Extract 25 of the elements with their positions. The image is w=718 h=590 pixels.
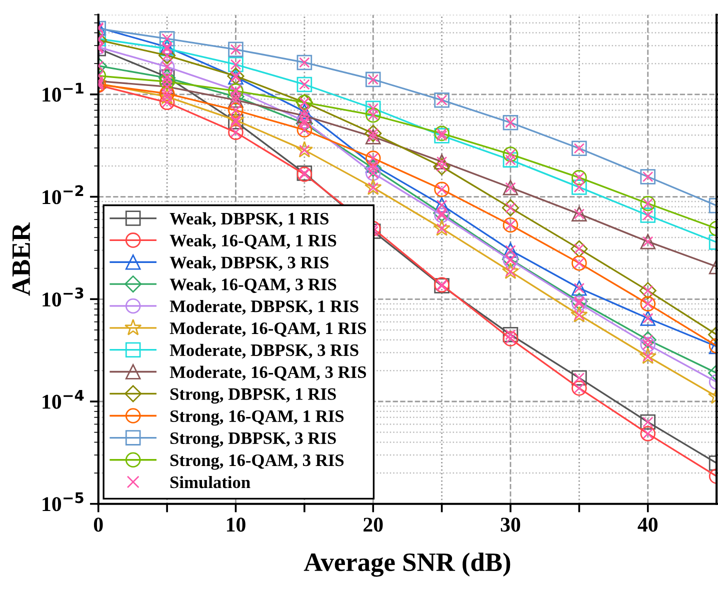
legend-label: Moderate, DBPSK, 3 RIS [170, 344, 358, 359]
legend-label: Moderate, DBPSK, 1 RIS [170, 300, 358, 315]
x-tick-label: 20 [364, 518, 383, 532]
legend-label: Strong, DBPSK, 3 RIS [170, 432, 336, 448]
y-tick-label: 10$^{−3}$ [42, 288, 84, 307]
y-axis-title: ABER [12, 222, 30, 296]
x-tick-label: 40 [638, 518, 658, 532]
legend-label: Strong, 16-QAM, 1 RIS [170, 410, 344, 426]
y-tick-label: 10$^{−2}$ [42, 185, 84, 204]
legend-label: Moderate, 16-QAM, 3 RIS [170, 366, 366, 381]
legend-label: Weak, 16-QAM, 1 RIS [170, 234, 336, 250]
legend-label: Strong, DBPSK, 1 RIS [170, 388, 336, 404]
legend-label: Simulation [170, 476, 250, 488]
x-tick-label: 30 [500, 518, 520, 532]
y-tick-label: 10$^{−5}$ [42, 492, 84, 512]
legend-label: Weak, 16-QAM, 3 RIS [170, 278, 336, 293]
y-tick-label: 10$^{−1}$ [42, 82, 84, 102]
legend-label: Weak, DBPSK, 3 RIS [170, 256, 328, 271]
y-tick-label: 10$^{−4}$ [42, 390, 84, 409]
x-tick-label: 10 [226, 518, 246, 532]
x-tick-label: 0 [94, 518, 103, 532]
x-axis-title: Average SNR (dB) [304, 552, 510, 577]
legend-label: Moderate, 16-QAM, 1 RIS [170, 322, 366, 337]
legend-label: Strong, 16-QAM, 3 RIS [170, 454, 344, 470]
legend-label: Weak, DBPSK, 1 RIS [170, 212, 328, 228]
